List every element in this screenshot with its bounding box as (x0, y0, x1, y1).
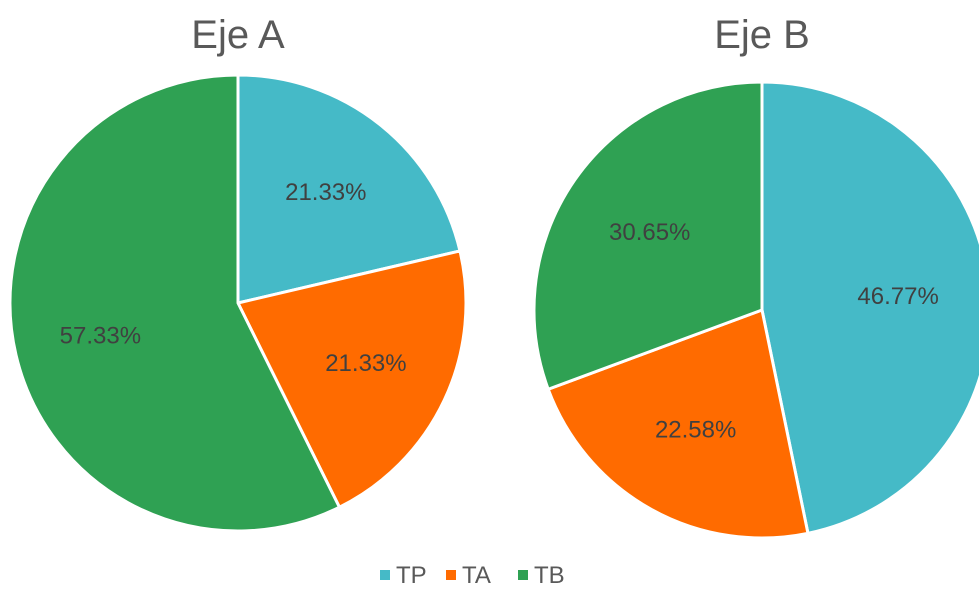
pie-slice-tp (236, 73, 462, 305)
pie-slice-ta (236, 249, 468, 509)
pie-slice-tp (760, 80, 979, 535)
pie-slice-label-tp: 46.77% (857, 283, 938, 310)
legend-swatch-ta (446, 570, 456, 580)
pie-slice-label-ta: 22.58% (655, 417, 736, 444)
pie-slice-ta (546, 308, 810, 540)
pie-slice-label-tb: 57.33% (60, 322, 141, 349)
legend-label-ta: TA (462, 562, 491, 589)
pie-slice-tb (8, 73, 341, 533)
legend-label-tp: TP (396, 562, 427, 589)
legend-swatch-tb (518, 570, 528, 580)
pie-slice-label-ta: 21.33% (325, 350, 406, 377)
legend-swatch-tp (380, 570, 390, 580)
pie-slice-label-tp: 21.33% (285, 179, 366, 206)
pie-slice-tb (532, 80, 764, 391)
legend-label-tb: TB (534, 562, 565, 589)
pie-chart-eje-b: Eje B 46.77% 22.58% 30.65% (532, 13, 979, 540)
legend: TP TA TB (380, 562, 565, 589)
pie-title: Eje A (191, 13, 285, 57)
pie-slice-label-tb: 30.65% (609, 219, 690, 246)
pie-title: Eje B (714, 13, 810, 57)
pie-chart-eje-a: Eje A 21.33% 21.33% 57.33% (8, 13, 468, 533)
